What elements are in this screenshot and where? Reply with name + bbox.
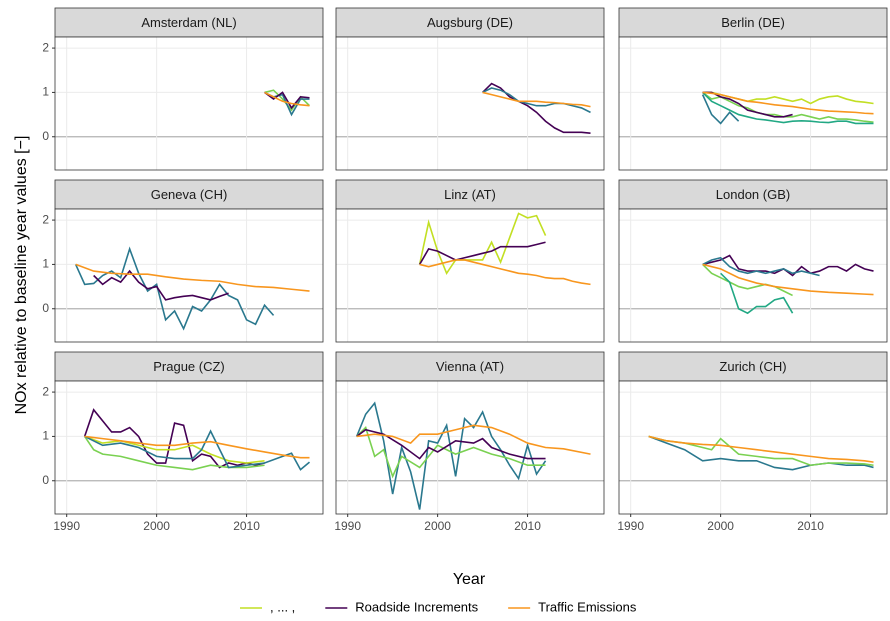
panel xyxy=(619,381,887,514)
y-tick-label: 0 xyxy=(42,129,49,143)
y-tick-label: 2 xyxy=(42,212,49,226)
y-tick-label: 2 xyxy=(42,384,49,398)
x-tick-label: 2000 xyxy=(143,519,170,533)
panel-border xyxy=(335,208,605,343)
panel-title: London (GB) xyxy=(716,187,790,202)
panel-title: Vienna (AT) xyxy=(436,359,504,374)
line xyxy=(356,424,591,455)
y-tick-label: 0 xyxy=(42,473,49,487)
panel xyxy=(336,381,604,514)
line xyxy=(702,256,820,277)
line xyxy=(264,91,310,110)
panel-title: Zurich (CH) xyxy=(719,359,786,374)
panel-border xyxy=(618,380,888,515)
line xyxy=(482,91,591,108)
series-group xyxy=(264,89,311,117)
line xyxy=(93,269,229,301)
line xyxy=(701,94,740,125)
strip xyxy=(54,351,324,382)
legend-label: Roadside Increments xyxy=(355,599,478,614)
legend-label: , ... , xyxy=(270,599,295,614)
strip xyxy=(54,179,324,210)
panel-title: Linz (AT) xyxy=(444,187,496,202)
series-group xyxy=(418,212,591,286)
y-tick-label: 1 xyxy=(42,257,49,271)
strip xyxy=(335,179,605,210)
line xyxy=(482,87,591,114)
line xyxy=(84,435,265,464)
line xyxy=(648,435,874,463)
panel-border xyxy=(618,36,888,171)
strip xyxy=(54,7,324,38)
series-group xyxy=(83,408,311,471)
line xyxy=(702,91,874,115)
panel xyxy=(55,209,323,342)
panel-title: Amsterdam (NL) xyxy=(141,15,236,30)
panel-title: Prague (CZ) xyxy=(153,359,225,374)
series-group xyxy=(74,246,310,331)
series-group xyxy=(701,91,874,125)
line xyxy=(84,435,310,459)
x-tick-label: 2010 xyxy=(514,519,541,533)
x-tick-label: 2010 xyxy=(797,519,824,533)
panel xyxy=(619,209,887,342)
x-tick-label: 2000 xyxy=(424,519,451,533)
y-axis-label: NOx relative to baseline year values [−] xyxy=(13,136,30,415)
panel-border xyxy=(54,208,324,343)
line xyxy=(702,254,874,277)
panel-border xyxy=(618,208,888,343)
x-tick-label: 1990 xyxy=(617,519,644,533)
line xyxy=(356,426,546,479)
legend-label: Traffic Emissions xyxy=(538,599,637,614)
line xyxy=(418,241,546,265)
panel xyxy=(336,209,604,342)
strip xyxy=(618,179,888,210)
line xyxy=(84,429,311,471)
y-tick-label: 1 xyxy=(42,85,49,99)
line xyxy=(418,212,547,275)
strip xyxy=(335,351,605,382)
line xyxy=(419,259,591,286)
line xyxy=(83,408,265,469)
panel-border xyxy=(54,36,324,171)
panel xyxy=(55,37,323,170)
series-group xyxy=(702,254,874,315)
line xyxy=(702,263,793,297)
x-tick-label: 1990 xyxy=(334,519,361,533)
line xyxy=(702,91,793,118)
line xyxy=(720,272,794,315)
panel-title: Geneva (CH) xyxy=(151,187,228,202)
x-tick-label: 2010 xyxy=(233,519,260,533)
line xyxy=(355,401,547,510)
panel-border xyxy=(54,380,324,515)
line xyxy=(648,435,874,471)
line xyxy=(702,263,874,296)
series-group xyxy=(482,82,591,134)
line xyxy=(264,91,310,107)
y-tick-label: 2 xyxy=(42,40,49,54)
panel-title: Augsburg (DE) xyxy=(427,15,513,30)
y-tick-label: 1 xyxy=(42,429,49,443)
line xyxy=(482,82,591,134)
line xyxy=(648,435,874,467)
panel-border xyxy=(335,36,605,171)
series-group xyxy=(355,401,591,510)
x-tick-label: 1990 xyxy=(53,519,80,533)
x-axis-label: Year xyxy=(453,571,486,588)
line xyxy=(702,91,874,125)
panel xyxy=(619,37,887,170)
series-group xyxy=(648,435,874,471)
panel-border xyxy=(335,380,605,515)
panel-title: Berlin (DE) xyxy=(721,15,785,30)
line xyxy=(702,91,874,123)
strip xyxy=(618,7,888,38)
line xyxy=(75,263,310,292)
x-tick-label: 2000 xyxy=(707,519,734,533)
y-tick-label: 0 xyxy=(42,301,49,315)
